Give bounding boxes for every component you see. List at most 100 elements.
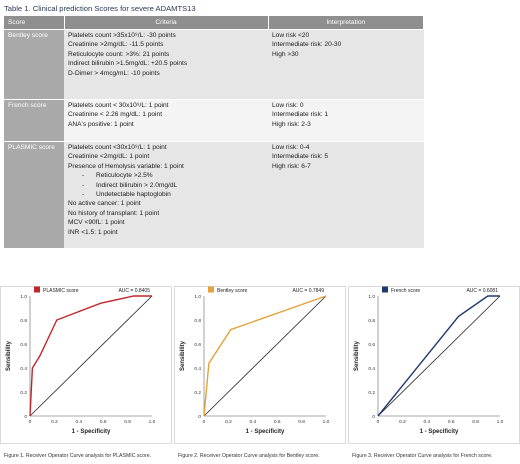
x-tick-label: 0.6	[274, 419, 281, 425]
roc-figure-2: 0 0 0.2 0.2 0.4 0.4 0.6 0.6 0.8 0.8 1.0 1.0 1 - Spec…	[174, 284, 346, 444]
figure-frame	[0, 286, 172, 444]
y-tick-label: 1.0	[368, 294, 375, 300]
table-caption: Table 1. Clinical prediction Scores for …	[4, 4, 196, 13]
y-tick-label: 0	[24, 414, 27, 420]
criteria-line: Presence of Hemolysis variable: 1 point	[68, 162, 184, 170]
criteria-line: INR <1.5: 1 point	[68, 228, 118, 236]
y-tick-label: 0.8	[20, 318, 27, 324]
y-axis-label: Sensibility	[6, 340, 12, 371]
interpretation-line: High risk: 6-7	[272, 162, 311, 170]
y-tick-label: 0	[372, 414, 375, 420]
y-tick-label: 1.0	[20, 294, 27, 300]
figure-frame	[348, 286, 520, 444]
roc-chart-bentley: 00 0.2 0.2 0.4 0.4 0.6 0.6 0.8 0.8 1.0 1.0 1 - Spec…	[174, 286, 346, 444]
score-name: PLASMIC score	[4, 141, 64, 248]
y-axis-label: Sensibility	[180, 340, 186, 371]
legend-label: PLASMIC score	[43, 288, 79, 294]
header-criteria: Criteria	[64, 16, 269, 30]
y-tick-label: 0	[198, 414, 201, 420]
reference-diagonal	[29, 295, 153, 417]
legend-swatch	[208, 286, 214, 293]
x-tick-label: 0.8	[472, 419, 479, 425]
criteria-line: Creatinine <2mg/dL: 1 point	[68, 153, 150, 161]
x-tick-label: 0.6	[448, 419, 455, 425]
figure-caption-3: Figure 3. Receiver Operator Curve analys…	[352, 453, 493, 459]
auc-label: AUC = 0.6081	[466, 288, 498, 294]
y-tick-label: 0.2	[20, 390, 27, 396]
header-score: Score	[4, 16, 65, 30]
criteria-subitem-text: Reticulocyte >2.5%	[96, 172, 153, 180]
y-tick-label: 0.6	[368, 342, 375, 348]
y-tick-label: 1.0	[194, 294, 201, 300]
criteria-line: Platelets count >35x10⁹/L: -30 points	[68, 32, 176, 39]
auc-label: AUC = 0.7849	[292, 288, 324, 294]
y-tick-label: 0.6	[194, 342, 201, 348]
interpretation-line: Intermediate risk: 20-30	[272, 41, 342, 49]
interpretation-line: Low risk: 0	[272, 102, 304, 109]
y-tick-label: 0.6	[20, 342, 27, 348]
criteria-line: Reticulocyte count: >3%: 21 points	[68, 50, 170, 58]
criteria-line: MCV <90fL: 1 point	[68, 219, 125, 227]
y-tick-label: 0.8	[368, 318, 375, 324]
table-row-bentley: Bentley score Platelets count >35x10⁹/L:…	[4, 29, 424, 100]
criteria-line: Platelets count <30x10⁹/L: 1 point	[68, 144, 167, 151]
roc-chart-plasmic: 00 0.2 0.2 0.4 0.4 0.6 0.6 0.8 0.8 1.0 1.0 1 - Spec…	[0, 286, 172, 444]
figure-frame	[174, 286, 346, 444]
interpretation-line: Intermediate risk: 5	[272, 153, 329, 161]
y-tick-label: 0.2	[194, 390, 201, 396]
criteria-line: No history of transplant: 1 point	[68, 209, 160, 217]
x-tick-label: 1.0	[497, 419, 504, 425]
roc-figure-1: 0 0 0.2 0.2 0.4 0.4 0.6 0.6 0.8 0.8 1.0 1.0 1 - Spec…	[0, 284, 172, 444]
roc-curve-line	[203, 295, 327, 417]
interpretation-cell: Low risk: 0-4 Intermediate risk: 5 High …	[268, 141, 424, 248]
criteria-subitem: - Reticulocyte >2.5%	[82, 172, 153, 180]
roc-curve-line	[377, 295, 500, 417]
x-tick-label: 0	[29, 419, 32, 425]
criteria-cell: Platelets count < 30x10⁹/L: 1 point Crea…	[64, 99, 268, 142]
score-name: Bentley score	[4, 29, 64, 100]
roc-chart-french: 00 0.2 0.2 0.4 0.4 0.6 0.6 0.8 0.8 1.0 1.0 1 - Spec…	[348, 286, 520, 444]
x-tick-label: 1.0	[149, 419, 156, 425]
auc-label: AUC = 0.8405	[118, 288, 150, 294]
interpretation-line: Low risk <20	[272, 32, 310, 39]
legend-label: Bentley score	[217, 288, 248, 294]
criteria-line: Indirect bilirubin >1.5mg/dL: +20.5 poin…	[68, 60, 188, 68]
criteria-cell: Platelets count <30x10⁹/L: 1 point Creat…	[64, 141, 268, 248]
criteria-subitem: - Indirect bilirubin > 2.0mg/dL	[82, 181, 178, 189]
table-row-plasmic: PLASMIC score Platelets count <30x10⁹/L:…	[4, 141, 424, 248]
x-tick-label: 1.0	[323, 419, 330, 425]
criteria-subitem: - Undetectable haptoglobin	[82, 191, 171, 199]
criteria-line: No active cancer: 1 point	[68, 200, 141, 208]
score-name: French score	[4, 99, 64, 142]
figure-caption-1: Figure 1. Receiver Operator Curve analys…	[4, 453, 152, 459]
x-tick-label: 0.4	[249, 419, 256, 425]
x-tick-label: 0.6	[100, 419, 107, 425]
criteria-subitem-text: Undetectable haptoglobin	[96, 191, 171, 199]
y-tick-label: 0.4	[20, 366, 27, 372]
interpretation-cell: Low risk <20 Intermediate risk: 20-30 Hi…	[268, 29, 424, 100]
criteria-line: Creatinine < 2.26 mg/dL: 1 point	[68, 111, 163, 119]
roc-curve-line	[29, 295, 152, 417]
y-axis-label: Sensibility	[354, 340, 360, 371]
reference-diagonal	[203, 295, 327, 417]
roc-figure-3: 0 0 0.2 0.2 0.4 0.4 0.6 0.6 0.8 0.8 1.0 1.0 1 - Spec…	[348, 284, 520, 444]
legend-swatch	[382, 286, 388, 293]
y-tick-label: 0.2	[368, 390, 375, 396]
legend-label: French score	[391, 288, 420, 294]
y-tick-label: 0.4	[194, 366, 201, 372]
criteria-subitem-text: Indirect bilirubin > 2.0mg/dL	[96, 181, 178, 189]
x-tick-label: 0.2	[399, 419, 406, 425]
x-axis-label: 1 - Specificity	[420, 429, 459, 435]
interpretation-line: Low risk: 0-4	[272, 144, 310, 151]
interpretation-cell: Low risk: 0 Intermediate risk: 1 High ri…	[268, 99, 424, 142]
x-axis-label: 1 - Specificity	[72, 429, 111, 435]
x-tick-label: 0.4	[75, 419, 82, 425]
legend-swatch	[34, 286, 40, 293]
x-tick-label: 0.4	[423, 419, 430, 425]
y-tick-label: 0.8	[194, 318, 201, 324]
x-tick-label: 0	[203, 419, 206, 425]
x-tick-label: 0.2	[225, 419, 232, 425]
interpretation-line: Intermediate risk: 1	[272, 111, 329, 119]
interpretation-line: High >30	[272, 50, 299, 58]
figure-caption-2: Figure 2. Receiver Operator Curve analys…	[178, 453, 320, 459]
